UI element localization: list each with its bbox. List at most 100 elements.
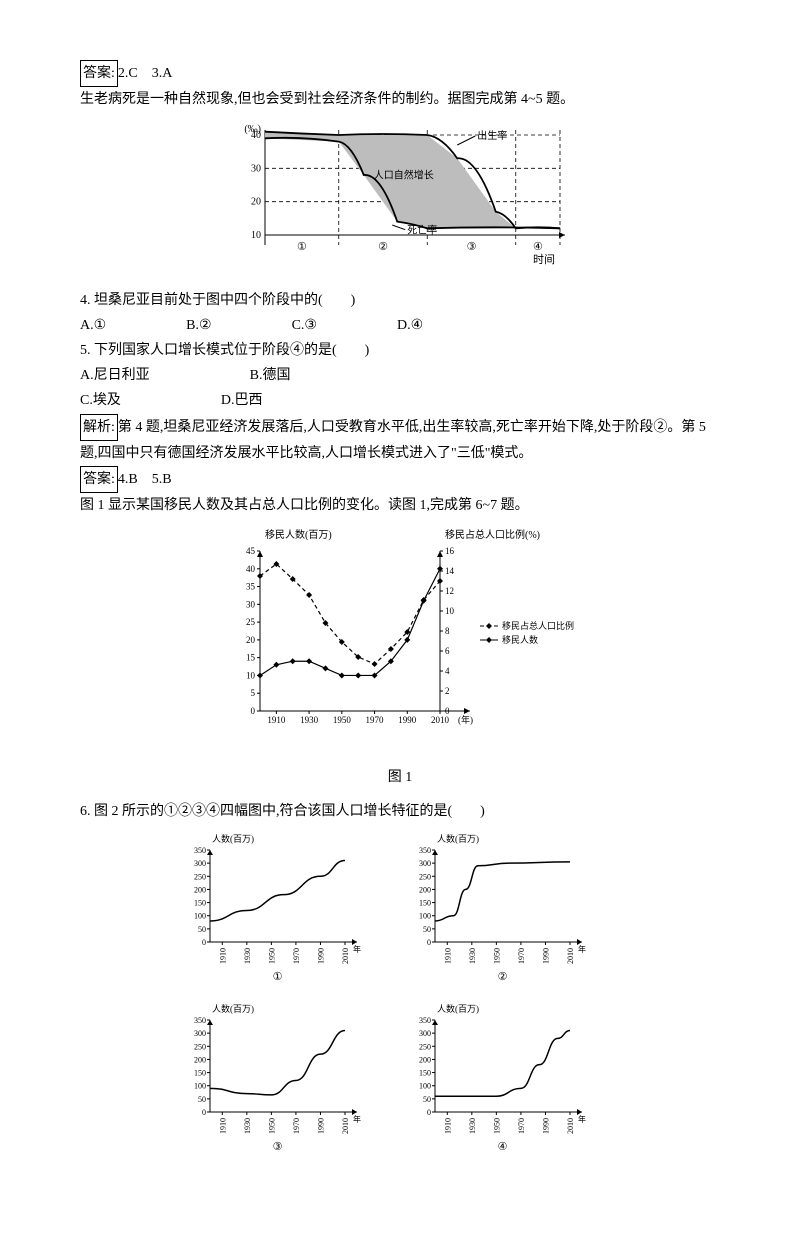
- svg-text:1930: 1930: [468, 948, 477, 964]
- analysis-text: 第 4 题,坦桑尼亚经济发展落后,人口受教育水平低,出生率较高,死亡率开始下降,…: [80, 420, 706, 461]
- figure-1-caption: 图 1: [80, 765, 720, 790]
- svg-text:10: 10: [246, 671, 256, 681]
- answer-label: 答案:: [80, 60, 118, 87]
- svg-text:300: 300: [194, 1029, 206, 1038]
- answer-2-3: 答案:2.C 3.A: [80, 60, 720, 87]
- question-5-options-row1: A.尼日利亚 B.德国: [80, 363, 720, 388]
- svg-text:年: 年: [578, 944, 586, 954]
- svg-text:1930: 1930: [300, 715, 319, 725]
- svg-text:10: 10: [445, 606, 455, 616]
- svg-text:1970: 1970: [366, 715, 385, 725]
- svg-text:12: 12: [445, 586, 454, 596]
- svg-text:1990: 1990: [541, 1118, 550, 1134]
- svg-text:150: 150: [419, 898, 431, 907]
- svg-text:年: 年: [353, 1114, 361, 1124]
- svg-text:④: ④: [498, 1141, 508, 1153]
- svg-text:16: 16: [445, 546, 455, 556]
- svg-text:250: 250: [194, 872, 206, 881]
- svg-text:45: 45: [246, 546, 256, 556]
- svg-text:1930: 1930: [243, 948, 252, 964]
- svg-text:100: 100: [194, 912, 206, 921]
- svg-text:1910: 1910: [443, 1118, 452, 1134]
- svg-text:死亡率: 死亡率: [407, 224, 437, 237]
- svg-text:移民占总人口比例: 移民占总人口比例: [502, 620, 574, 631]
- svg-text:1950: 1950: [492, 948, 501, 964]
- q5-opt-d: D.巴西: [221, 388, 263, 413]
- svg-text:35: 35: [246, 582, 256, 592]
- svg-text:2010: 2010: [566, 1118, 575, 1134]
- svg-text:出生率: 出生率: [477, 129, 507, 142]
- svg-text:250: 250: [419, 1042, 431, 1051]
- svg-text:0: 0: [427, 1108, 431, 1117]
- svg-text:1950: 1950: [267, 1118, 276, 1134]
- svg-text:10: 10: [251, 230, 261, 241]
- svg-text:30: 30: [251, 164, 261, 175]
- svg-text:8: 8: [445, 626, 450, 636]
- svg-text:300: 300: [194, 859, 206, 868]
- answer-text: 2.C 3.A: [118, 66, 172, 81]
- svg-text:③: ③: [273, 1141, 283, 1153]
- q5-opt-a: A.尼日利亚: [80, 363, 150, 388]
- question-4-stem: 4. 坦桑尼亚目前处于图中四个阶段中的( ): [80, 288, 720, 313]
- svg-text:350: 350: [419, 1016, 431, 1025]
- svg-text:350: 350: [194, 1016, 206, 1025]
- svg-text:50: 50: [423, 1095, 431, 1104]
- svg-text:(‰): (‰): [244, 124, 261, 135]
- svg-text:25: 25: [246, 617, 256, 627]
- svg-text:0: 0: [202, 1108, 206, 1117]
- svg-text:1990: 1990: [398, 715, 417, 725]
- svg-text:1990: 1990: [316, 1118, 325, 1134]
- svg-text:时间: 时间: [533, 253, 555, 266]
- svg-text:1990: 1990: [541, 948, 550, 964]
- svg-text:5: 5: [251, 688, 256, 698]
- question-6-stem: 6. 图 2 所示的①②③④四幅图中,符合该国人口增长特征的是( ): [80, 799, 720, 824]
- svg-text:1930: 1930: [468, 1118, 477, 1134]
- svg-text:2010: 2010: [431, 715, 450, 725]
- figure-1: 移民人数(百万)移民占总人口比例(%)051015202530354045024…: [80, 526, 720, 790]
- svg-text:2: 2: [445, 686, 450, 696]
- svg-text:②: ②: [498, 971, 508, 983]
- svg-text:6: 6: [445, 646, 450, 656]
- svg-text:250: 250: [194, 1042, 206, 1051]
- svg-text:50: 50: [423, 925, 431, 934]
- q5-opt-b: B.德国: [250, 363, 291, 388]
- svg-text:150: 150: [419, 1068, 431, 1077]
- svg-text:1930: 1930: [243, 1118, 252, 1134]
- svg-text:年: 年: [578, 1114, 586, 1124]
- svg-text:0: 0: [202, 938, 206, 947]
- svg-text:年: 年: [353, 944, 361, 954]
- question-5-stem: 5. 下列国家人口增长模式位于阶段④的是( ): [80, 338, 720, 363]
- svg-text:人数(百万): 人数(百万): [212, 833, 254, 844]
- svg-text:1990: 1990: [316, 948, 325, 964]
- svg-text:④: ④: [533, 241, 543, 253]
- svg-text:4: 4: [445, 666, 450, 676]
- dtm-chart: 10203040(‰)①②③④时间出生率人口自然增长死亡率: [80, 120, 720, 279]
- figure-2: 人数(百万) 0 50 100 150 200 250 300 350 1910 1930 1950 1…: [80, 832, 720, 1181]
- answer-4-5: 答案:4.B 5.B: [80, 466, 720, 493]
- svg-text:350: 350: [419, 846, 431, 855]
- q4-opt-d: D.④: [397, 313, 423, 338]
- svg-text:100: 100: [419, 912, 431, 921]
- svg-text:1910: 1910: [218, 948, 227, 964]
- svg-text:150: 150: [194, 1068, 206, 1077]
- svg-text:1970: 1970: [292, 1118, 301, 1134]
- svg-text:200: 200: [194, 1055, 206, 1064]
- analysis-4-5: 解析:第 4 题,坦桑尼亚经济发展落后,人口受教育水平低,出生率较高,死亡率开始…: [80, 414, 720, 466]
- svg-text:移民人数: 移民人数: [502, 634, 538, 645]
- svg-text:14: 14: [445, 566, 455, 576]
- intro-4-5: 生老病死是一种自然现象,但也会受到社会经济条件的制约。据图完成第 4~5 题。: [80, 87, 720, 112]
- svg-text:移民人数(百万): 移民人数(百万): [265, 528, 332, 541]
- svg-text:300: 300: [419, 1029, 431, 1038]
- analysis-label: 解析:: [80, 414, 118, 441]
- svg-text:250: 250: [419, 872, 431, 881]
- svg-text:50: 50: [198, 1095, 206, 1104]
- svg-text:②: ②: [378, 241, 388, 253]
- svg-text:15: 15: [246, 653, 256, 663]
- svg-text:人数(百万): 人数(百万): [437, 1003, 479, 1014]
- svg-text:200: 200: [419, 1055, 431, 1064]
- svg-text:1950: 1950: [267, 948, 276, 964]
- svg-text:1970: 1970: [292, 948, 301, 964]
- svg-text:人口自然增长: 人口自然增长: [374, 169, 434, 182]
- svg-text:0: 0: [251, 706, 256, 716]
- svg-text:1910: 1910: [218, 1118, 227, 1134]
